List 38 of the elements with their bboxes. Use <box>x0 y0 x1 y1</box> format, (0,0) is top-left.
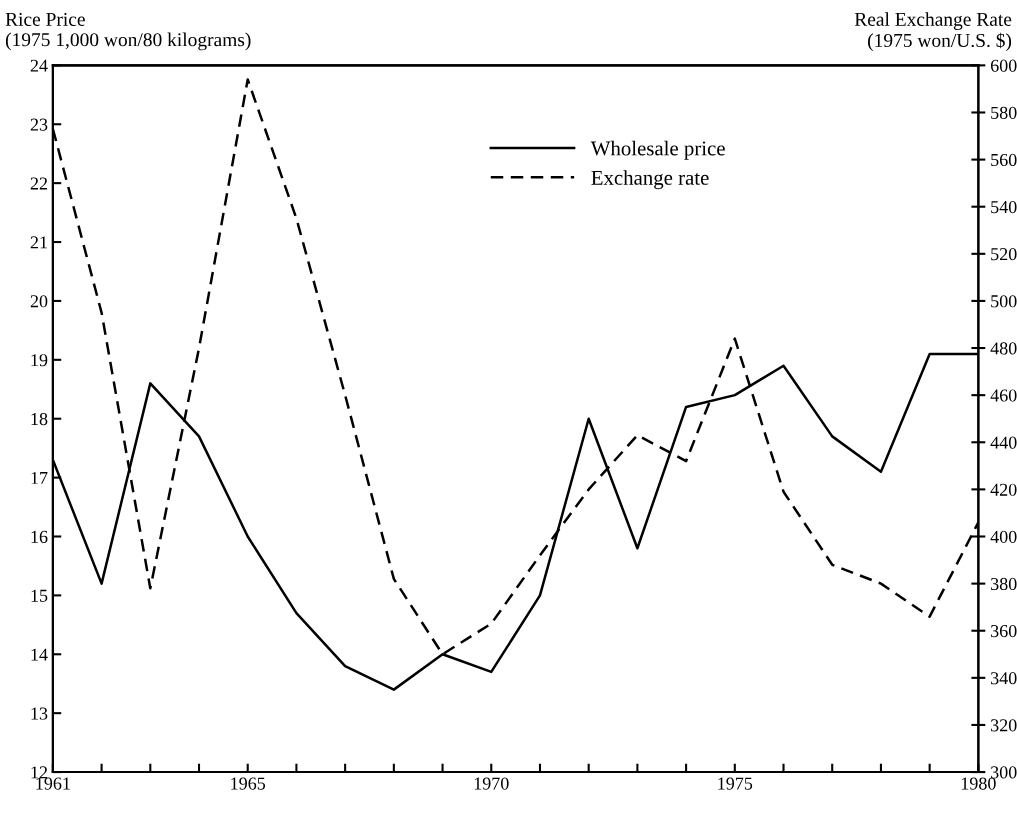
x-tick-label: 1961 <box>36 777 70 790</box>
y2-tick-label: 340 <box>991 672 1017 685</box>
y2-tick-label: 520 <box>991 248 1017 261</box>
y2-tick-label: 440 <box>990 436 1017 449</box>
y2-tick-label: 360 <box>991 624 1017 638</box>
y-tick-label: 13 <box>31 707 48 720</box>
legend-label: Exchange rate <box>591 170 709 190</box>
y-tick-label: 22 <box>30 177 48 190</box>
y2-tick-label: 400 <box>990 530 1017 543</box>
x-tick-label: 1965 <box>231 777 266 790</box>
y2-tick-label: 300 <box>991 766 1017 779</box>
y2-tick-label: 560 <box>991 153 1017 167</box>
y-tick-label: 16 <box>31 530 48 543</box>
x-tick-label: 1970 <box>474 777 509 790</box>
y-tick-label: 12 <box>31 766 48 779</box>
y2-tick-label: 420 <box>990 483 1017 496</box>
y-tick-label: 20 <box>30 295 48 308</box>
y2-tick-label: 600 <box>990 59 1017 72</box>
y-tick-label: 14 <box>31 648 48 661</box>
y2-axis-title: Real Exchange Rate (1975 won/U.S. $) <box>854 12 1012 51</box>
y-tick-label: 23 <box>30 118 48 131</box>
y2-tick-label: 380 <box>991 577 1017 591</box>
y2-tick-label: 480 <box>990 342 1017 355</box>
y-tick-label: 19 <box>31 354 48 367</box>
x-tick-label: 1980 <box>961 777 996 790</box>
y-axis-title: Rice Price (1975 1,000 won/80 kilograms) <box>5 12 251 51</box>
y-tick-label: 24 <box>30 59 48 72</box>
y2-tick-label: 500 <box>991 295 1017 308</box>
y-tick-label: 17 <box>31 471 48 484</box>
y2-tick-label: 320 <box>991 719 1017 732</box>
y2-tick-label: 580 <box>991 106 1017 119</box>
legend-label: Wholesale price <box>590 140 725 160</box>
y2-tick-label: 460 <box>990 389 1017 402</box>
y-tick-label: 21 <box>30 236 47 249</box>
y2-tick-label: 540 <box>991 200 1017 214</box>
y-tick-label: 18 <box>31 412 48 426</box>
y-tick-label: 15 <box>31 589 48 602</box>
x-tick-label: 1975 <box>718 777 753 790</box>
